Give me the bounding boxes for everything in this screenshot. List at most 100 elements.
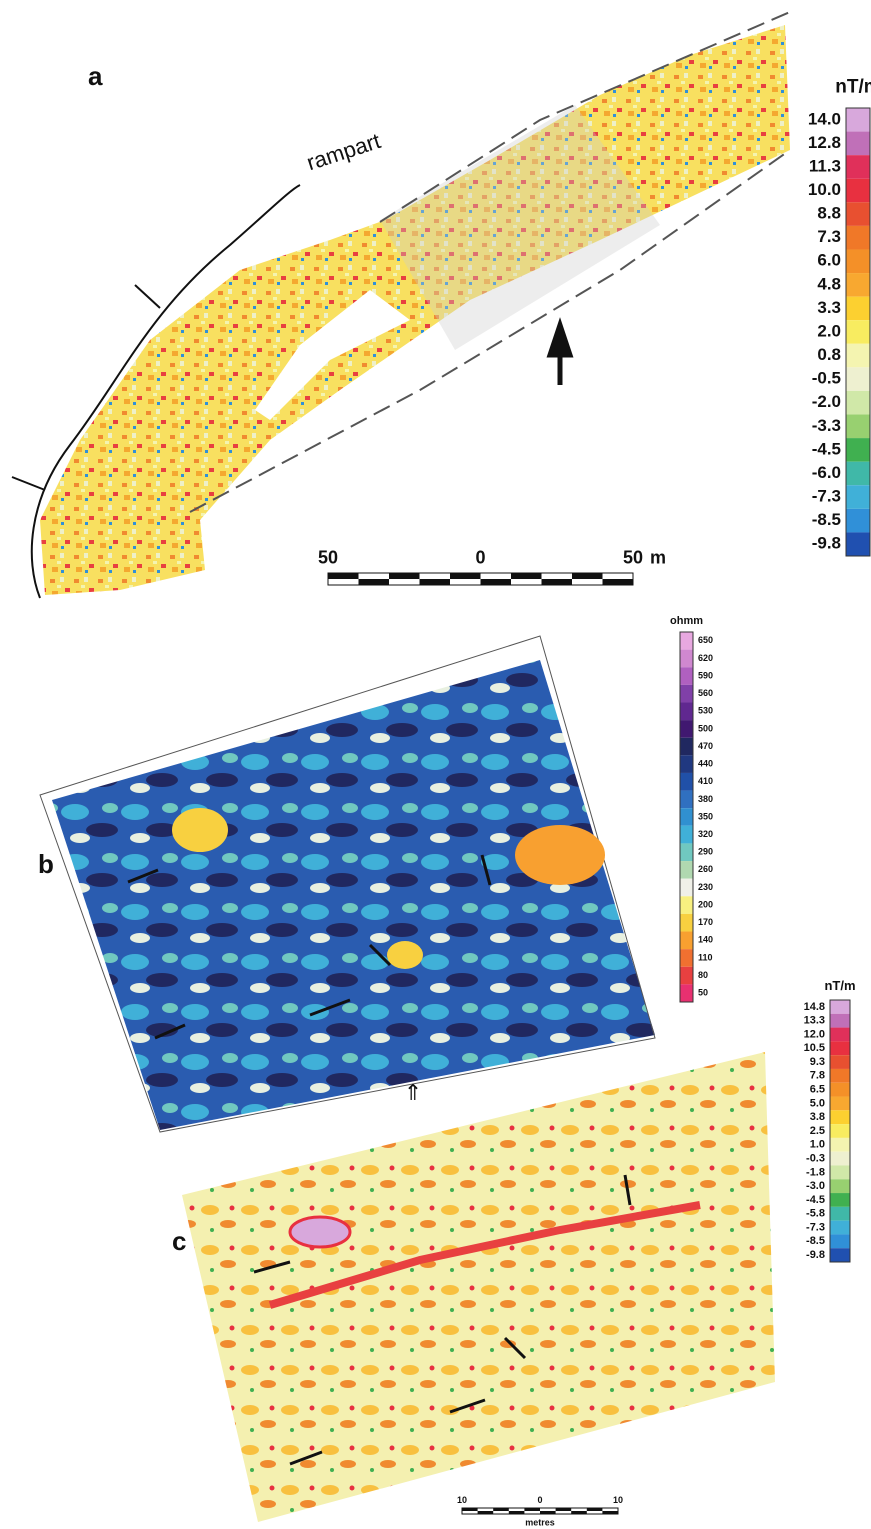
color-swatch — [830, 1028, 850, 1042]
panel-label: b — [38, 849, 54, 879]
scale-segment — [328, 573, 359, 579]
colorbar-label: 590 — [698, 670, 713, 680]
colorbar-label: 5.0 — [810, 1097, 825, 1109]
color-swatch — [680, 879, 693, 897]
color-swatch — [830, 1221, 850, 1235]
scale-label: 10 — [613, 1495, 623, 1505]
colorbar-label: 440 — [698, 759, 713, 769]
color-swatch — [680, 738, 693, 756]
colorbar-label: 230 — [698, 882, 713, 892]
color-swatch — [846, 226, 870, 250]
colorbar-label: 110 — [698, 952, 713, 962]
color-swatch — [830, 1069, 850, 1083]
colorbar-label: 50 — [698, 988, 708, 998]
scale-unit: m — [650, 547, 666, 567]
colorbar-label: 14.0 — [808, 109, 841, 128]
colorbar-label: 620 — [698, 653, 713, 663]
color-swatch — [680, 896, 693, 914]
anomaly — [515, 825, 605, 885]
panel-label: a — [88, 61, 103, 91]
color-swatch — [680, 720, 693, 738]
link-symbol: ⇑ — [404, 1080, 422, 1105]
color-swatch — [846, 509, 870, 533]
colorbar-label: -9.8 — [812, 534, 841, 553]
color-swatch — [830, 1234, 850, 1248]
scale-segment — [420, 579, 451, 585]
colorbar-label: -2.0 — [812, 392, 841, 411]
color-swatch — [680, 932, 693, 950]
colorbar-label: -8.5 — [806, 1235, 825, 1247]
color-swatch — [846, 367, 870, 391]
color-swatch — [680, 685, 693, 703]
colorbar-label: 410 — [698, 776, 713, 786]
scale-label: 0 — [537, 1495, 542, 1505]
scale-segment — [572, 573, 603, 579]
colorbar-label: -3.3 — [812, 416, 841, 435]
colorbar-label: 80 — [698, 970, 708, 980]
north-arrow — [550, 325, 570, 385]
color-swatch — [830, 1083, 850, 1097]
color-swatch — [846, 485, 870, 509]
colorbar-label: 200 — [698, 899, 713, 909]
colorbar-label: 12.0 — [804, 1028, 825, 1040]
color-swatch — [830, 1152, 850, 1166]
colorbar-label: 3.3 — [817, 298, 841, 317]
color-swatch — [846, 415, 870, 439]
scale-label: 50 — [623, 547, 643, 567]
color-swatch — [830, 1138, 850, 1152]
colorbar-label: 530 — [698, 706, 713, 716]
scale-label: 10 — [457, 1495, 467, 1505]
colorbar-label: 500 — [698, 723, 713, 733]
color-swatch — [830, 1207, 850, 1221]
color-swatch — [830, 1041, 850, 1055]
colorbar-label: -7.3 — [806, 1221, 825, 1233]
survey-map-a — [40, 25, 790, 595]
scale-segment — [511, 573, 542, 579]
color-swatch — [846, 391, 870, 415]
survey-map-c — [182, 1052, 775, 1522]
anomaly — [172, 808, 228, 852]
color-swatch — [830, 1000, 850, 1014]
colorbar-label: 380 — [698, 794, 713, 804]
colorbar-label: 14.8 — [804, 1001, 825, 1013]
color-swatch — [680, 949, 693, 967]
color-swatch — [846, 202, 870, 226]
scale-segment — [603, 579, 634, 585]
colorbar-label: 470 — [698, 741, 713, 751]
survey-map-b — [52, 660, 655, 1130]
color-swatch — [846, 155, 870, 179]
colorbar-label: 560 — [698, 688, 713, 698]
color-swatch — [830, 1055, 850, 1069]
colorbar-label: -8.5 — [812, 510, 841, 529]
color-swatch — [680, 861, 693, 879]
color-swatch — [830, 1097, 850, 1111]
scale-segment — [542, 579, 573, 585]
colorbar-label: 7.3 — [817, 227, 841, 246]
colorbar-label: 320 — [698, 829, 713, 839]
color-swatch — [680, 984, 693, 1002]
color-swatch — [830, 1248, 850, 1262]
colorbar-label: -5.8 — [806, 1208, 825, 1220]
colorbar-label: -0.5 — [812, 369, 841, 388]
colorbar-label: -3.0 — [806, 1180, 825, 1192]
colorbar-label: 650 — [698, 635, 713, 645]
colorbar-label: 170 — [698, 917, 713, 927]
scale-label: 0 — [475, 547, 485, 567]
color-swatch — [680, 702, 693, 720]
color-swatch — [846, 438, 870, 462]
color-swatch — [830, 1193, 850, 1207]
colorbar-label: 11.3 — [809, 156, 841, 175]
color-swatch — [680, 808, 693, 826]
colorbar-label: 290 — [698, 847, 713, 857]
color-swatch — [680, 826, 693, 844]
color-swatch — [680, 914, 693, 932]
color-swatch — [680, 967, 693, 985]
color-swatch — [680, 650, 693, 668]
color-swatch — [680, 791, 693, 809]
colorbar-unit: nT/m — [824, 978, 855, 993]
figure: a rampart 50050m b ⇑ c 10010metres nT/m1… — [0, 0, 871, 1529]
color-swatch — [846, 297, 870, 321]
colorbar-label: 6.0 — [817, 251, 841, 270]
colorbar-label: 4.8 — [817, 274, 841, 293]
scale-segment — [481, 579, 512, 585]
